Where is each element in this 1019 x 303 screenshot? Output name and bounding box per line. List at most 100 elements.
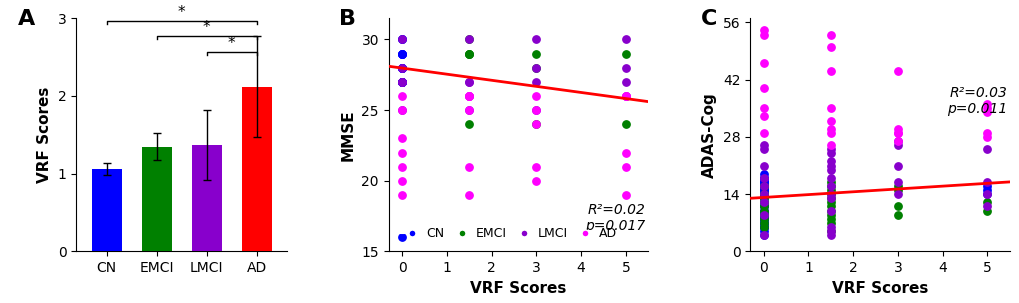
Point [755, 212, 771, 217]
Point [822, 151, 839, 156]
Point [755, 147, 771, 152]
Text: R²=0.03
p=0.011: R²=0.03 p=0.011 [946, 86, 1006, 116]
Point [822, 228, 839, 233]
Point [978, 192, 995, 197]
Text: B: B [339, 9, 356, 29]
Point [822, 233, 839, 238]
Point [618, 37, 634, 42]
Point [618, 94, 634, 98]
Point [461, 94, 477, 98]
Point [822, 228, 839, 233]
X-axis label: VRF Scores: VRF Scores [832, 281, 927, 296]
Point [755, 28, 771, 33]
Point [755, 175, 771, 180]
Point [461, 122, 477, 127]
Point [822, 32, 839, 37]
Y-axis label: VRF Scores: VRF Scores [38, 87, 52, 183]
Point [528, 65, 544, 70]
Point [755, 61, 771, 66]
Point [755, 216, 771, 221]
Point [393, 79, 410, 84]
Point [755, 208, 771, 213]
Point [822, 143, 839, 148]
Point [755, 184, 771, 188]
Point [822, 163, 839, 168]
Point [755, 130, 771, 135]
Point [889, 163, 905, 168]
Bar [192, 145, 221, 251]
Point [978, 192, 995, 197]
Point [755, 220, 771, 225]
Point [755, 220, 771, 225]
Point [822, 225, 839, 229]
Point [393, 65, 410, 70]
Text: *: * [203, 20, 210, 35]
Point [822, 126, 839, 131]
Point [978, 106, 995, 111]
Point [889, 204, 905, 209]
Point [822, 220, 839, 225]
Point [755, 208, 771, 213]
Point [822, 184, 839, 188]
Point [978, 179, 995, 184]
Point [393, 51, 410, 56]
Point [461, 94, 477, 98]
Point [618, 51, 634, 56]
Point [755, 200, 771, 205]
Text: *: * [227, 36, 235, 51]
Point [528, 51, 544, 56]
Point [755, 212, 771, 217]
Bar [142, 147, 171, 251]
Point [461, 164, 477, 169]
Point [755, 192, 771, 197]
Bar [242, 87, 271, 251]
Point [393, 65, 410, 70]
Point [978, 135, 995, 139]
Point [755, 204, 771, 209]
Point [822, 167, 839, 172]
Point [755, 192, 771, 197]
Point [393, 79, 410, 84]
Point [822, 175, 839, 180]
Point [755, 32, 771, 37]
Point [755, 225, 771, 229]
Point [889, 138, 905, 143]
Point [528, 122, 544, 127]
Y-axis label: MMSE: MMSE [340, 109, 356, 161]
Point [755, 188, 771, 192]
Point [618, 192, 634, 197]
Point [618, 94, 634, 98]
Text: *: * [177, 5, 185, 20]
Point [822, 208, 839, 213]
Point [393, 108, 410, 112]
Point [755, 184, 771, 188]
Point [755, 188, 771, 192]
Point [755, 200, 771, 205]
Point [755, 192, 771, 197]
Point [618, 150, 634, 155]
Point [755, 85, 771, 90]
Point [755, 200, 771, 205]
Point [755, 204, 771, 209]
Point [755, 233, 771, 238]
Text: R²=0.02
p=0.017: R²=0.02 p=0.017 [585, 203, 645, 233]
Point [528, 94, 544, 98]
Point [393, 108, 410, 112]
Point [822, 208, 839, 213]
Point [889, 179, 905, 184]
Point [978, 200, 995, 205]
Point [978, 102, 995, 107]
Point [755, 175, 771, 180]
Point [393, 79, 410, 84]
Point [755, 225, 771, 229]
Point [528, 122, 544, 127]
Bar [92, 169, 121, 251]
Point [822, 196, 839, 201]
Point [978, 110, 995, 115]
Point [755, 106, 771, 111]
Point [461, 94, 477, 98]
Point [889, 130, 905, 135]
Point [755, 216, 771, 221]
Point [755, 175, 771, 180]
Point [822, 179, 839, 184]
